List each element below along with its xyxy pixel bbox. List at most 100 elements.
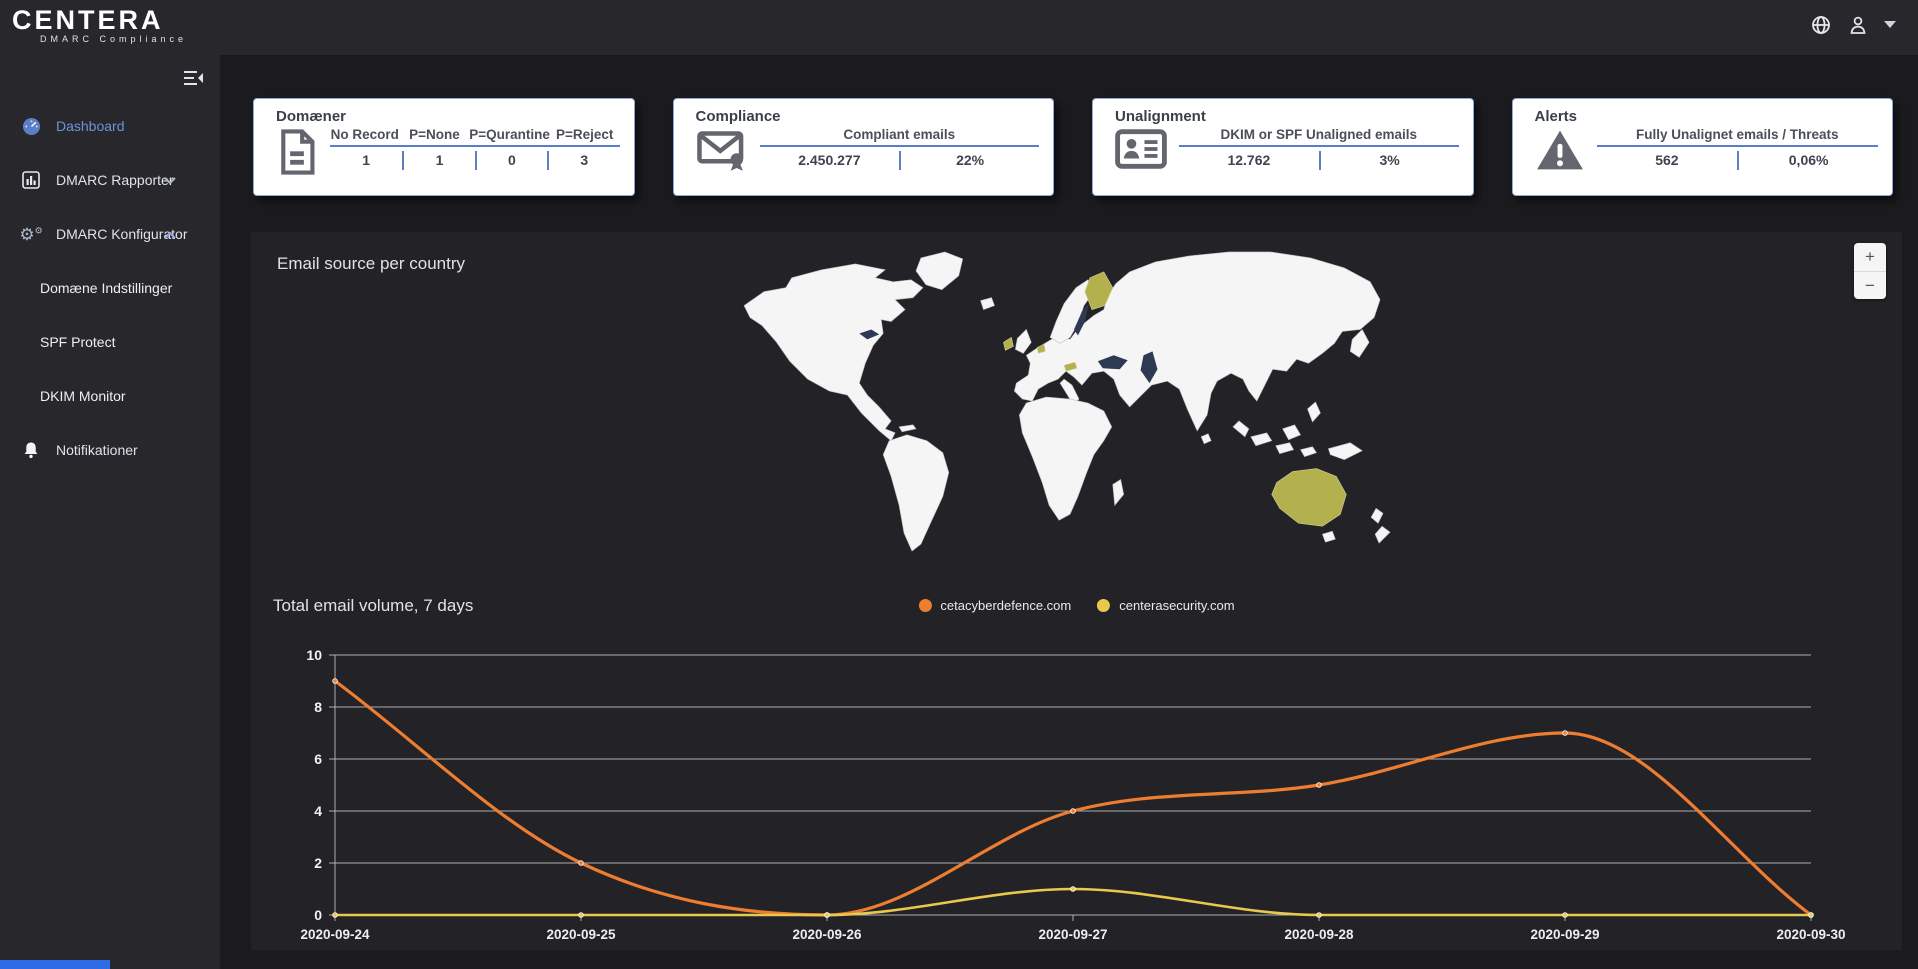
country-netherlands-highlighted xyxy=(1036,343,1046,354)
bell-icon xyxy=(20,441,42,459)
country-greenland xyxy=(915,251,964,291)
country-finland-highlighted xyxy=(1084,271,1114,310)
certified-mail-icon xyxy=(696,128,748,177)
country-borneo xyxy=(1282,424,1301,441)
gears-icon: ⚙⚙ xyxy=(19,224,43,244)
sidebar-item-notifikationer[interactable]: Notifikationer xyxy=(0,423,220,477)
sidebar-collapse-icon[interactable] xyxy=(182,69,204,92)
sidebar-item-label: DMARC Rapporter xyxy=(56,172,174,188)
map-zoom-out-button[interactable]: − xyxy=(1854,271,1886,299)
svg-text:2020-09-29: 2020-09-29 xyxy=(1530,927,1599,942)
sidebar-item-dmarc-rapporter[interactable]: DMARC Rapporter xyxy=(0,153,220,207)
sidebar: Dashboard DMARC Rapporter ⚙⚙ DMARC Konfi… xyxy=(0,55,220,969)
warning-icon xyxy=(1535,128,1585,177)
sidebar-item-spf-protect[interactable]: SPF Protect xyxy=(0,315,220,369)
stat-value: 0,06% xyxy=(1737,151,1878,170)
country-indonesia-1 xyxy=(1250,432,1273,447)
country-austria-highlighted xyxy=(1063,361,1078,372)
stat-value: 0 xyxy=(474,151,547,170)
stat-value: 2.450.277 xyxy=(798,152,861,168)
sidebar-header xyxy=(0,55,220,99)
legend-dot-orange xyxy=(918,599,932,612)
country-indonesia-3 xyxy=(1300,446,1317,458)
column-header: DKIM or SPF Unaligned emails xyxy=(1220,127,1418,142)
column-header: Compliant emails xyxy=(843,127,956,142)
card-table: Fully Unalignet emails / Threats 562 0,0… xyxy=(1596,127,1878,170)
stat-value: 1 xyxy=(362,152,371,168)
country-indonesia-2 xyxy=(1275,442,1295,455)
sidebar-item-dmarc-konfigurator[interactable]: ⚙⚙ DMARC Konfigurator xyxy=(0,207,220,261)
world-map[interactable] xyxy=(732,244,1412,562)
caret-down-icon[interactable] xyxy=(1884,21,1896,29)
country-iceland xyxy=(980,297,995,310)
legend-label: cetacyberdefence.com xyxy=(940,598,1072,613)
sidebar-item-dashboard[interactable]: Dashboard xyxy=(0,99,220,153)
svg-text:2020-09-26: 2020-09-26 xyxy=(792,927,862,942)
sidebar-item-domaene-indstillinger[interactable]: Domæne Indstillinger xyxy=(0,261,220,315)
map-zoom-in-button[interactable]: + xyxy=(1865,247,1875,266)
map-title: Email source per country xyxy=(277,254,466,273)
country-africa xyxy=(1019,396,1113,521)
dashboard-panel: Email source per country xyxy=(251,232,1902,950)
chevron-up-icon xyxy=(164,226,176,242)
stat-value: 562 xyxy=(1655,152,1679,168)
map-zoom-control: + − xyxy=(1854,243,1886,299)
country-tasmania xyxy=(1322,530,1336,543)
divider xyxy=(759,145,1039,147)
top-bar: CENTERA DMARC Compliance xyxy=(0,0,1918,55)
id-card-icon xyxy=(1115,128,1167,175)
svg-text:0: 0 xyxy=(314,907,322,923)
user-icon[interactable] xyxy=(1848,14,1868,36)
baltic-sea xyxy=(1073,303,1089,336)
great-lakes xyxy=(859,329,880,340)
card-table: DKIM or SPF Unaligned emails 12.762 3% xyxy=(1179,127,1459,170)
stat-value: 3 xyxy=(547,151,619,170)
scrollbar-accent[interactable] xyxy=(0,960,110,969)
column-header: Fully Unalignet emails / Threats xyxy=(1635,127,1839,142)
column-header: P=Qurantine xyxy=(469,127,550,142)
svg-text:2020-09-28: 2020-09-28 xyxy=(1284,927,1354,942)
caspian-sea xyxy=(1140,351,1158,384)
bar-chart-icon xyxy=(20,171,42,189)
sidebar-item-dkim-monitor[interactable]: DKIM Monitor xyxy=(0,369,220,423)
country-new-zealand-north xyxy=(1370,507,1384,524)
country-new-guinea xyxy=(1328,442,1363,460)
card-table: No Record P=None P=Qurantine P=Reject 1 … xyxy=(330,127,620,170)
stat-value: 3% xyxy=(1318,151,1459,170)
card-domains: Domæner No Record P=None P=Qurantine P=R… xyxy=(253,98,635,196)
card-table: Compliant emails 2.450.277 22% xyxy=(759,127,1039,170)
brand-subtitle: DMARC Compliance xyxy=(40,34,188,44)
svg-text:6: 6 xyxy=(314,751,322,767)
svg-text:4: 4 xyxy=(314,803,322,819)
country-philippines xyxy=(1307,401,1321,423)
topbar-actions xyxy=(1810,14,1896,36)
country-sri-lanka xyxy=(1200,433,1212,445)
svg-text:2: 2 xyxy=(314,855,322,871)
column-header: P=Reject xyxy=(555,127,614,142)
country-japan xyxy=(1349,328,1370,358)
legend-item: centerasecurity.com xyxy=(1097,598,1235,613)
sidebar-item-label: DKIM Monitor xyxy=(40,388,126,404)
country-madagascar xyxy=(1112,479,1124,507)
globe-icon[interactable] xyxy=(1810,14,1832,36)
gauge-icon xyxy=(20,117,42,136)
legend-dot-yellow xyxy=(1097,599,1111,612)
card-title: Domæner xyxy=(276,108,347,125)
card-unalignment: Unalignment DKIM or SPF Unaligned emails… xyxy=(1092,98,1474,196)
brand-name: CENTERA xyxy=(12,5,164,35)
country-uk xyxy=(1015,328,1032,354)
country-north-america xyxy=(743,263,924,442)
divider xyxy=(1596,145,1878,147)
document-icon xyxy=(276,128,318,181)
card-compliance: Compliance Compliant emails 2.450.277 xyxy=(672,98,1054,196)
country-cuba xyxy=(898,424,917,433)
continent-eurasia xyxy=(1014,251,1381,432)
stat-value: 1 xyxy=(402,151,474,170)
main-content: Domæner No Record P=None P=Qurantine P=R… xyxy=(220,55,1918,969)
card-title: Alerts xyxy=(1534,108,1578,125)
sidebar-item-label: Notifikationer xyxy=(56,442,138,458)
divider xyxy=(330,145,620,147)
legend-label: centerasecurity.com xyxy=(1119,598,1235,613)
svg-text:8: 8 xyxy=(314,699,322,715)
sidebar-item-label: SPF Protect xyxy=(40,334,116,350)
